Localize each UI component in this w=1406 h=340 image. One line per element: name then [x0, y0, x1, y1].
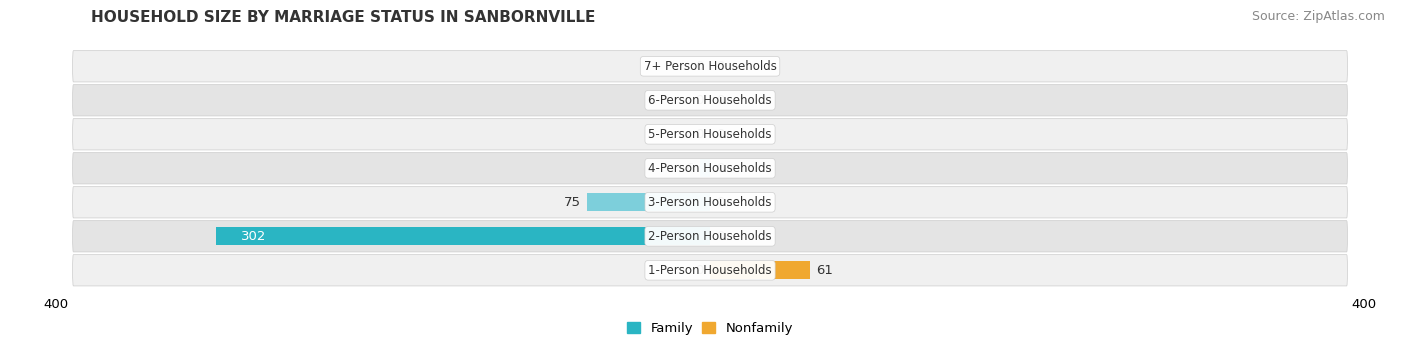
Text: 7+ Person Households: 7+ Person Households — [644, 60, 776, 73]
Text: 1-Person Households: 1-Person Households — [648, 264, 772, 277]
Text: 6-Person Households: 6-Person Households — [648, 94, 772, 107]
Text: 0: 0 — [717, 162, 725, 175]
Text: 0: 0 — [717, 94, 725, 107]
Text: 2-Person Households: 2-Person Households — [648, 230, 772, 243]
Text: HOUSEHOLD SIZE BY MARRIAGE STATUS IN SANBORNVILLE: HOUSEHOLD SIZE BY MARRIAGE STATUS IN SAN… — [91, 10, 596, 25]
Text: 0: 0 — [695, 60, 703, 73]
FancyBboxPatch shape — [73, 119, 1347, 150]
Text: 302: 302 — [240, 230, 266, 243]
FancyBboxPatch shape — [73, 153, 1347, 184]
FancyBboxPatch shape — [73, 221, 1347, 252]
Bar — [217, 227, 710, 245]
Text: 0: 0 — [717, 196, 725, 209]
FancyBboxPatch shape — [73, 85, 1347, 116]
Bar — [700, 159, 710, 177]
Text: 61: 61 — [817, 264, 834, 277]
Bar — [588, 193, 710, 211]
FancyBboxPatch shape — [73, 51, 1347, 82]
Text: 0: 0 — [717, 128, 725, 141]
Text: 3-Person Households: 3-Person Households — [648, 196, 772, 209]
Text: 0: 0 — [695, 94, 703, 107]
Text: 0: 0 — [695, 128, 703, 141]
Text: 0: 0 — [695, 264, 703, 277]
Text: 6: 6 — [685, 162, 693, 175]
Text: 0: 0 — [717, 60, 725, 73]
Text: Source: ZipAtlas.com: Source: ZipAtlas.com — [1251, 10, 1385, 23]
FancyBboxPatch shape — [73, 187, 1347, 218]
Text: 0: 0 — [717, 230, 725, 243]
Legend: Family, Nonfamily: Family, Nonfamily — [621, 317, 799, 340]
Bar — [710, 261, 810, 279]
Text: 4-Person Households: 4-Person Households — [648, 162, 772, 175]
Text: 5-Person Households: 5-Person Households — [648, 128, 772, 141]
Text: 75: 75 — [564, 196, 581, 209]
FancyBboxPatch shape — [73, 255, 1347, 286]
